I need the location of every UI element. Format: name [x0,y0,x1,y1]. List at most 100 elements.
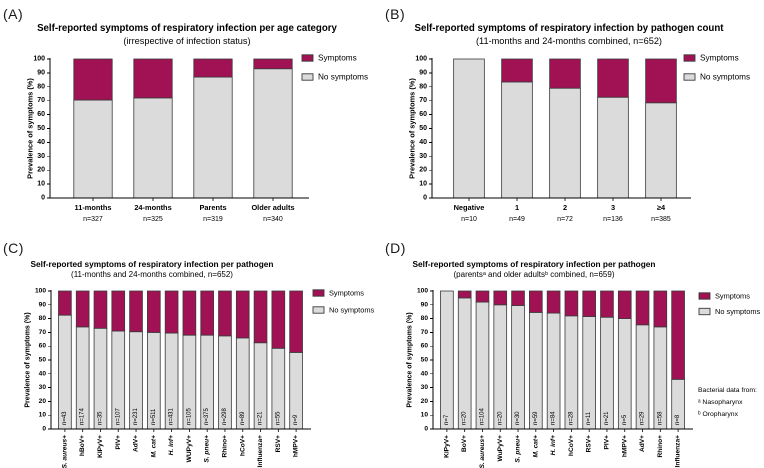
chart-subtitle: (11-months and 24-months combined, n=652… [71,269,233,279]
bar-segment-symptoms [73,58,113,101]
bar-n-label: n=84 [551,411,557,425]
legend-swatch-symptoms [301,54,314,62]
y-tick-label: 90 [39,301,47,308]
x-category-label: 24-months [134,203,171,212]
y-tick-label: 0 [42,426,46,433]
chart-title: Self-reported symptoms of respiratory in… [412,259,656,269]
y-tick-label: 30 [419,153,427,160]
bar-segment-symptoms [617,290,632,320]
footnote-line: ᵇ Oropharynx [698,411,739,418]
x-category-label: BoV+ [461,435,468,452]
y-tick-label: 10 [419,181,427,188]
legend-label-symptoms: Symptoms [700,54,739,63]
y-tick-label: 30 [37,153,45,160]
legend-label-no-symptoms: No symptoms [700,73,750,82]
bar-segment-symptoms [457,290,472,299]
bar-n-label: n=105 [186,407,192,425]
bar-segment-no-symptoms [453,58,485,199]
x-category-label: 3 [611,203,615,212]
x-category-label: AdV+ [133,435,140,452]
legend-swatch-symptoms [698,292,711,300]
bar-n-label: n=7 [444,414,450,425]
footnote-line: Bacterial data from: [698,387,757,394]
y-tick-label: 70 [37,97,45,104]
bar-segment-no-symptoms [493,304,508,430]
panel-d-title-box: Self-reported symptoms of respiratory in… [413,259,656,280]
bar-segment-no-symptoms [133,97,173,199]
footnote-line: ᵃ Nasopharynx [698,399,743,406]
x-n-label: n=10 [461,216,477,223]
panel-d: (D) Self-reported symptoms of respirator… [382,234,764,468]
bar-n-label: n=104 [479,407,485,425]
y-tick-label: 100 [415,56,427,63]
panel-a: (A) Self-reported symptoms of respirator… [0,0,382,234]
y-tick-label: 40 [419,139,427,146]
bar-n-label: n=298 [222,407,228,425]
x-category-label: Rhino+ [657,435,664,458]
chart-b: Negative n=10 1 n=49 2 n=72 3 n=136 ≥4 n=385 0 10 20… [408,54,751,224]
legend-label-symptoms: Symptoms [329,289,364,298]
y-tick-label: 100 [35,288,46,295]
x-category-label: Influenza+ [675,435,682,468]
y-tick-label: 50 [419,125,427,132]
bar-segment-no-symptoms [253,68,293,199]
panel-b-letter: (B) [385,6,406,22]
bar-n-label: n=28 [568,411,574,425]
y-tick-label: 40 [421,370,429,377]
panel-c-title-box: Self-reported symptoms of respiratory in… [31,259,274,280]
bar-segment-symptoms [182,290,197,336]
y-tick-label: 70 [419,97,427,104]
y-tick-label: 80 [419,83,427,90]
y-axis-title: Prevalence of symptoms (%) [25,312,32,407]
y-tick-label: 100 [417,288,428,295]
bar-segment-symptoms [564,290,579,317]
y-axis-title: Prevalence of symptoms (%) [408,78,417,179]
bar-n-label: n=8 [675,414,681,425]
x-category-label: 2 [563,203,567,212]
bar-segment-symptoms [93,290,108,329]
bar-segment-symptoms [147,290,161,333]
bar-n-label: n=511 [151,408,157,425]
chart-title: Self-reported symptoms of respiratory in… [37,23,337,34]
bar-n-label: n=55 [275,411,281,425]
bar-n-label: n=11 [586,411,592,425]
legend-swatch-no-symptoms [698,307,711,316]
bar-segment-no-symptoms [549,87,581,199]
x-category-label: hMPV+ [293,435,300,457]
panel-c: (C) Self-reported symptoms of respirator… [0,234,382,468]
bar-segment-symptoms [235,290,250,339]
bar-segment-symptoms [493,290,508,306]
y-tick-label: 30 [421,384,429,391]
bar-segment-symptoms [475,290,490,303]
y-tick-label: 20 [421,398,429,405]
y-tick-label: 60 [421,343,429,350]
bar-n-label: n=20 [462,411,468,425]
bar-segment-symptoms [546,290,561,314]
panel-a-letter: (A) [3,6,24,22]
bar-n-label: n=5 [622,414,628,425]
x-category-label: hCoV+ [239,435,246,456]
y-tick-label: 90 [37,69,45,76]
legend-swatch-symptoms [683,54,696,62]
bar-segment-no-symptoms [597,96,629,199]
x-category-label: 1 [515,203,519,212]
y-tick-label: 60 [39,343,47,350]
x-category-label: hCoV+ [568,435,575,456]
x-category-label: hBoV+ [79,435,86,456]
x-n-label: n=385 [651,216,671,223]
x-category-label: AdV+ [639,435,646,452]
bar-n-label: n=9 [293,414,299,425]
y-tick-label: 0 [41,195,45,202]
bar-segment-no-symptoms [645,102,677,199]
bar-segment-no-symptoms [440,290,454,430]
bar-n-label: n=375 [204,407,210,425]
bar-n-label: n=231 [133,407,139,425]
legend-swatch-symptoms [312,289,325,297]
panel-b: (B) Self-reported symptoms of respirator… [382,0,764,234]
bar-segment-symptoms [200,290,214,336]
legend-label-symptoms: Symptoms [715,292,750,301]
panel-c-letter: (C) [3,240,24,256]
chart-title: Self-reported symptoms of respiratory in… [414,23,724,34]
y-tick-label: 0 [423,195,427,202]
legend-label-no-symptoms: No symptoms [329,306,374,315]
